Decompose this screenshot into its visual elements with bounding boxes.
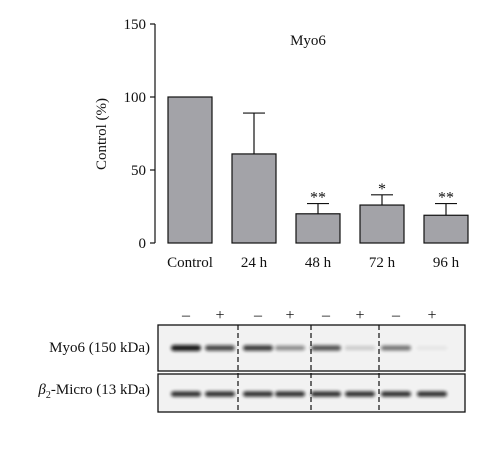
x-tick-label: 24 h xyxy=(241,255,268,271)
blot-band xyxy=(381,345,411,351)
blot-row-label-b2-micro: β2-Micro (13 kDa) xyxy=(37,382,150,401)
y-ticks: 0 50 100 150 xyxy=(124,17,155,252)
x-tick-label: 48 h xyxy=(305,255,332,271)
bar xyxy=(423,214,469,244)
blot-band xyxy=(205,391,235,397)
blot-band xyxy=(417,391,447,397)
lane-sign: – xyxy=(321,307,331,324)
blot-band xyxy=(311,391,341,397)
blot-row-label-myo6: Myo6 (150 kDa) xyxy=(49,340,150,356)
significance-marker: ** xyxy=(310,190,326,207)
blot-band xyxy=(381,391,411,397)
lane-sign: – xyxy=(181,307,191,324)
blot-band xyxy=(345,391,375,397)
x-tick-labels: Control 24 h 48 h 72 h 96 h xyxy=(167,255,460,271)
lane-sign: + xyxy=(427,307,436,324)
blot-band xyxy=(345,345,375,351)
blot-band xyxy=(205,345,235,351)
bar xyxy=(167,96,213,244)
blot-band xyxy=(275,345,305,351)
y-axis-label: Control (%) xyxy=(94,98,110,170)
bar xyxy=(295,213,341,244)
blot-bands xyxy=(171,345,447,397)
lane-sign-labels: – + – + – + – + xyxy=(181,307,437,324)
blot-band xyxy=(243,391,273,397)
blot-band xyxy=(243,345,273,351)
significance-marker: * xyxy=(378,181,386,198)
x-tick-label: Control xyxy=(167,255,213,271)
lane-sign: – xyxy=(391,307,401,324)
x-tick-label: 96 h xyxy=(433,255,460,271)
lane-sign: + xyxy=(215,307,224,324)
blot-band xyxy=(275,391,305,397)
lane-sign: + xyxy=(355,307,364,324)
chart-title: Myo6 xyxy=(290,33,326,49)
lane-group-dividers xyxy=(237,325,380,412)
blot-band xyxy=(311,345,341,351)
y-tick-label: 50 xyxy=(131,163,146,179)
blot-band xyxy=(171,391,201,397)
blot-band xyxy=(171,345,201,351)
bar xyxy=(359,204,405,244)
western-blot: – + – + – + – + Myo6 (150 kDa) β2-Micro (13 kDa… xyxy=(37,307,466,413)
bars: ***** xyxy=(167,96,469,244)
bar xyxy=(231,153,277,244)
x-tick-label: 72 h xyxy=(369,255,396,271)
significance-marker: ** xyxy=(438,190,454,207)
lane-sign: + xyxy=(285,307,294,324)
blot-band xyxy=(417,346,447,350)
y-tick-label: 150 xyxy=(124,17,147,33)
y-tick-label: 0 xyxy=(139,236,147,252)
y-tick-label: 100 xyxy=(124,90,147,106)
lane-sign: – xyxy=(253,307,263,324)
